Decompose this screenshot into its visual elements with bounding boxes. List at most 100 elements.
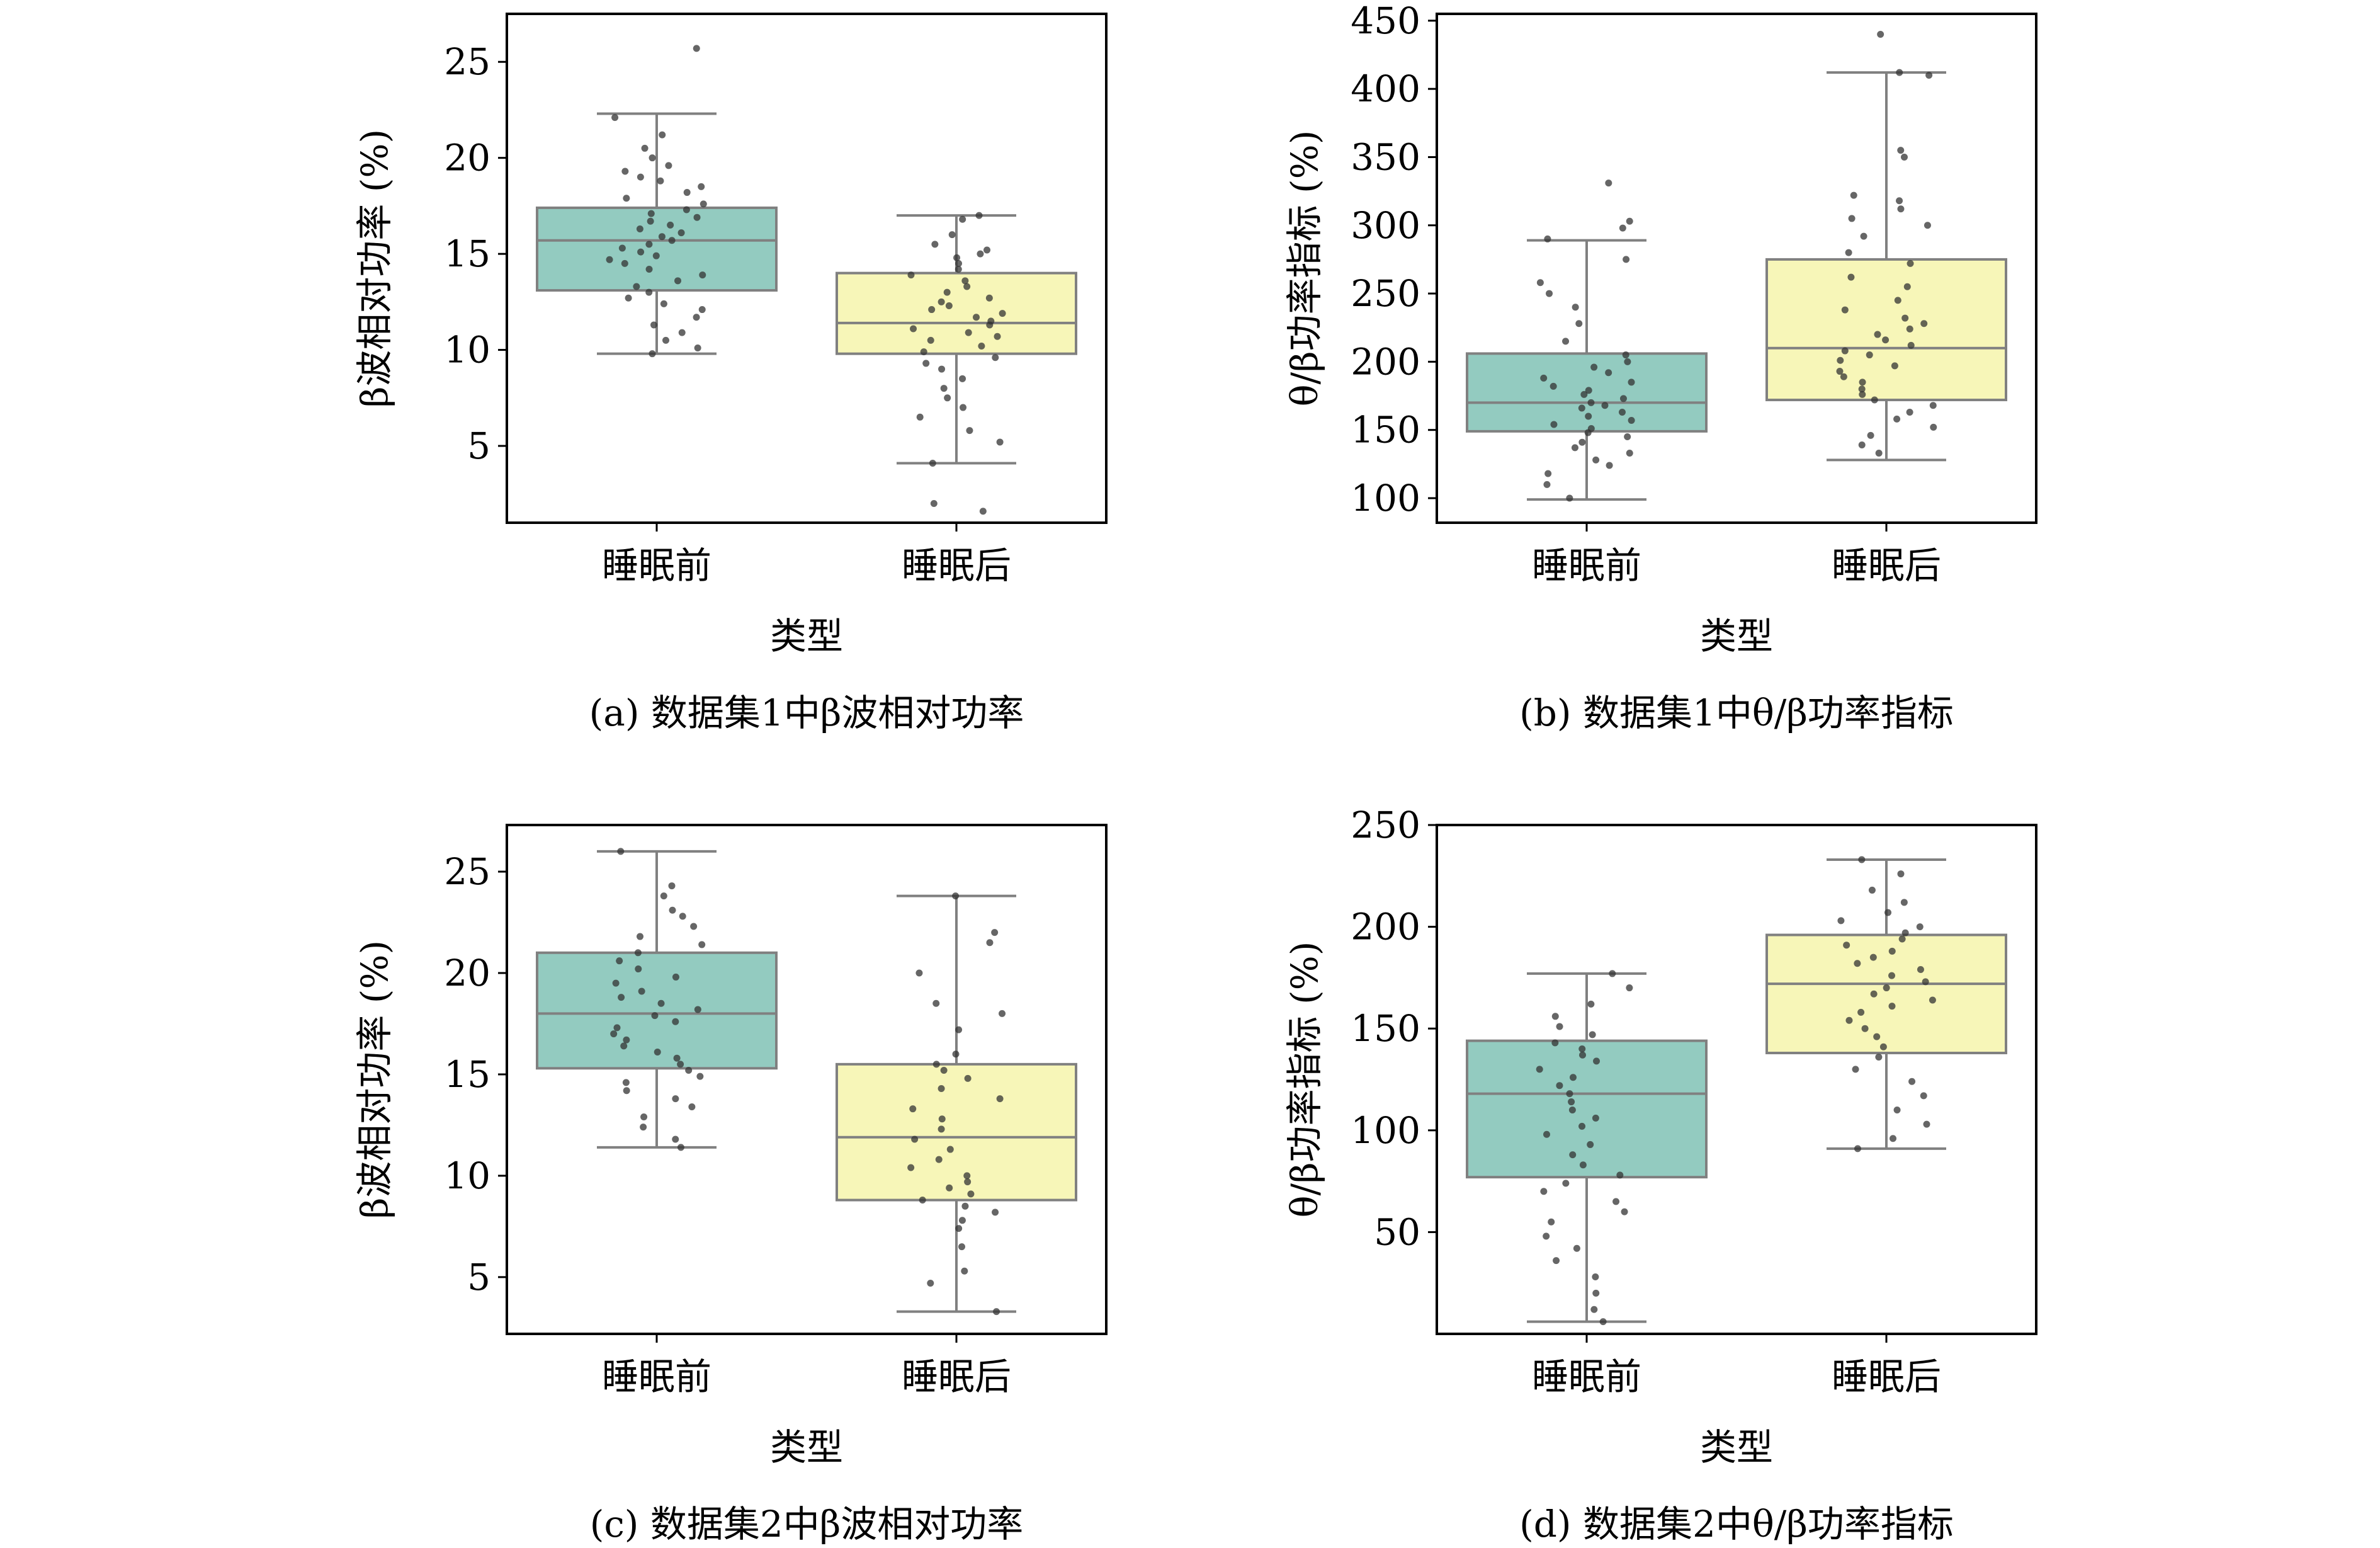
x-tick-label: 睡眠前	[1532, 544, 1641, 587]
data-point	[647, 217, 654, 225]
box-0	[536, 45, 778, 358]
data-point	[907, 271, 915, 279]
data-point	[944, 394, 951, 402]
data-point	[1593, 1057, 1601, 1065]
data-point	[617, 848, 625, 855]
box-0	[1466, 179, 1708, 502]
data-point	[907, 1164, 915, 1171]
data-point	[1599, 1318, 1607, 1326]
data-point	[613, 1024, 621, 1032]
data-point	[952, 1050, 960, 1058]
data-point	[1605, 179, 1612, 187]
data-point	[1889, 1135, 1896, 1142]
data-point	[1870, 990, 1878, 998]
iqr-box	[836, 271, 1077, 355]
data-point	[1623, 256, 1630, 263]
data-point	[672, 973, 679, 981]
data-point	[645, 241, 653, 248]
data-point	[635, 965, 642, 973]
data-point	[698, 306, 706, 314]
data-point	[931, 241, 939, 248]
data-point	[1556, 1082, 1563, 1090]
data-point	[1592, 456, 1600, 464]
data-point	[1917, 965, 1924, 973]
axes-frame	[506, 824, 1108, 1335]
data-point	[625, 294, 632, 302]
data-point	[645, 266, 653, 273]
data-point	[938, 1125, 945, 1133]
y-tick-label: 15	[444, 232, 490, 275]
data-point	[959, 375, 966, 382]
data-point	[1836, 368, 1844, 375]
data-point	[677, 229, 685, 237]
data-point	[960, 404, 967, 411]
data-point	[932, 999, 940, 1007]
data-point	[919, 1197, 926, 1204]
data-point	[1848, 215, 1856, 222]
data-point	[1867, 431, 1874, 439]
data-point	[955, 259, 963, 267]
data-point	[963, 1172, 971, 1180]
data-point	[674, 277, 682, 285]
data-point	[938, 298, 945, 305]
data-point	[958, 1217, 966, 1224]
data-point	[952, 892, 960, 900]
data-point	[1854, 960, 1861, 967]
data-point	[1858, 441, 1866, 449]
y-tick-label: 10	[444, 329, 490, 372]
data-point	[1619, 224, 1626, 232]
data-point	[1920, 1092, 1927, 1100]
data-point	[657, 177, 664, 185]
data-point	[1568, 1106, 1576, 1113]
data-point	[972, 314, 980, 321]
data-point	[955, 1225, 963, 1232]
data-point	[641, 144, 649, 152]
data-point	[622, 1079, 630, 1086]
data-point	[991, 929, 999, 936]
data-point	[1605, 369, 1612, 377]
data-point	[948, 231, 956, 239]
data-point	[623, 1036, 630, 1044]
y-tick-label: 100	[1351, 477, 1420, 520]
data-point	[959, 215, 966, 223]
data-point	[1837, 356, 1844, 364]
data-point	[979, 508, 987, 515]
data-point	[1551, 1013, 1559, 1020]
data-point	[1566, 494, 1573, 502]
data-point	[1898, 935, 1906, 943]
data-point	[1837, 917, 1845, 925]
data-point	[1841, 306, 1849, 314]
data-point	[1562, 338, 1570, 345]
data-point	[953, 254, 961, 261]
data-point	[640, 1124, 647, 1131]
data-point	[975, 212, 983, 219]
data-point	[958, 1243, 966, 1251]
data-point	[1628, 417, 1635, 424]
data-point	[634, 949, 642, 957]
data-point	[1924, 222, 1931, 229]
data-point	[910, 325, 917, 333]
data-point	[637, 173, 644, 181]
data-point	[636, 933, 643, 940]
axes-frame	[1436, 824, 2037, 1335]
data-point	[685, 1067, 693, 1074]
data-point	[1592, 1289, 1600, 1297]
box-1	[836, 212, 1077, 515]
data-point	[690, 923, 698, 930]
y-tick-label: 450	[1351, 0, 1420, 42]
y-tick-label: 100	[1351, 1109, 1420, 1152]
data-point	[1585, 387, 1592, 394]
box-1	[836, 892, 1077, 1316]
data-point	[930, 500, 938, 508]
data-point	[645, 288, 653, 296]
data-point	[1861, 1025, 1869, 1032]
panel-caption: (b) 数据集1中θ/β功率指标	[1519, 691, 1954, 734]
data-point	[1901, 929, 1909, 936]
data-point	[964, 1178, 972, 1186]
data-point	[1845, 249, 1852, 256]
data-point	[1859, 390, 1866, 398]
y-tick-label: 10	[444, 1154, 490, 1197]
data-point	[683, 189, 691, 196]
data-point	[1540, 374, 1548, 382]
